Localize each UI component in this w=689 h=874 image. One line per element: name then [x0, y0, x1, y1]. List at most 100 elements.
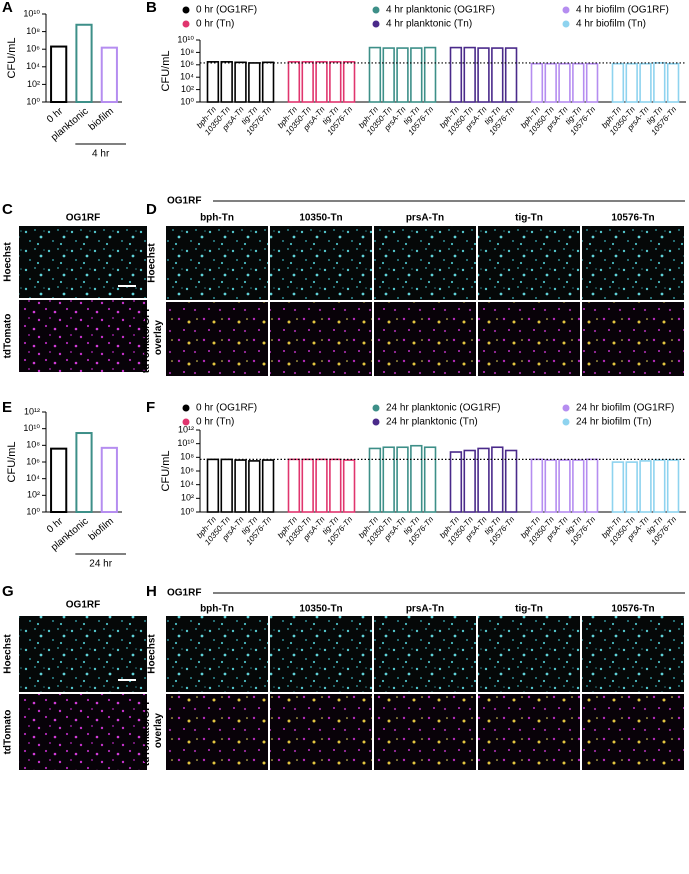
legend-marker	[182, 418, 190, 426]
y-tick-label: 10⁰	[180, 96, 194, 106]
row-label: Hoechst	[3, 242, 14, 282]
bar	[449, 46, 463, 103]
legend-marker	[372, 20, 380, 28]
legend-marker	[562, 418, 570, 426]
y-tick-label: 10²	[27, 79, 40, 89]
column-label: 10350-Tn	[299, 213, 342, 224]
bar	[463, 449, 476, 513]
bar	[329, 61, 342, 103]
y-tick-label: 10²	[181, 84, 194, 94]
legend-marker	[182, 404, 190, 412]
bar	[504, 47, 518, 103]
group-label: 24 hr	[89, 559, 112, 570]
column-label: prsA-Tn	[406, 604, 444, 615]
micrograph	[478, 694, 580, 770]
bar	[625, 461, 638, 513]
bar	[625, 62, 638, 103]
bar	[206, 458, 220, 513]
y-tick-label: 10¹²	[178, 424, 194, 434]
y-tick-label: 10⁸	[180, 47, 194, 57]
row-label: Hoechst	[147, 634, 158, 674]
bar	[382, 47, 395, 103]
bar	[301, 458, 314, 513]
panel-letter: G	[2, 583, 14, 600]
legend-marker	[562, 6, 570, 14]
y-tick-label: 10⁶	[26, 456, 40, 466]
bar	[100, 46, 118, 103]
bar	[287, 61, 301, 103]
y-tick-label: 10⁴	[180, 479, 194, 489]
micrograph	[374, 616, 476, 692]
micrograph	[166, 694, 268, 770]
column-label: 10576-Tn	[611, 213, 654, 224]
micrograph	[374, 694, 476, 770]
y-tick-label: 10⁸	[26, 26, 40, 36]
bar	[50, 45, 68, 103]
bar	[75, 432, 93, 513]
bar	[396, 47, 409, 103]
legend-label: 24 hr planktonic (Tn)	[386, 417, 478, 428]
bar	[382, 446, 395, 513]
bar	[50, 447, 68, 514]
y-tick-label: 10⁴	[26, 473, 40, 483]
row-label: Hoechst	[3, 634, 14, 674]
micrograph	[374, 302, 476, 376]
y-tick-label: 10⁴	[26, 61, 40, 71]
header: OG1RF	[167, 588, 201, 599]
row-label: tdTomato	[3, 314, 14, 359]
micrograph	[166, 226, 268, 300]
micrograph	[19, 300, 147, 372]
bar	[315, 61, 328, 103]
x-tick-label: biofilm	[87, 516, 116, 543]
bar	[530, 62, 544, 103]
legend-label: 0 hr (OG1RF)	[196, 403, 257, 414]
panel-letter: E	[2, 399, 12, 416]
bar	[342, 459, 356, 513]
bar	[611, 62, 625, 103]
bar	[653, 459, 666, 513]
panel-letter: F	[146, 399, 155, 416]
bar	[585, 62, 599, 103]
bar	[544, 459, 557, 513]
micrograph	[478, 616, 580, 692]
column-label: bph-Tn	[200, 604, 234, 615]
legend-label: 4 hr planktonic (OG1RF)	[386, 5, 495, 16]
micrograph	[19, 694, 147, 770]
bar	[287, 458, 301, 513]
y-axis-label: CFU/mL	[6, 38, 18, 79]
micrograph	[582, 226, 684, 300]
micrograph	[582, 302, 684, 376]
bar	[100, 446, 118, 513]
y-tick-label: 10⁶	[180, 59, 194, 69]
panel-letter: A	[2, 0, 13, 16]
y-tick-label: 10²	[27, 490, 40, 500]
bar	[248, 62, 261, 103]
legend-marker	[372, 404, 380, 412]
bar	[423, 46, 437, 103]
legend-marker	[562, 20, 570, 28]
header: OG1RF	[66, 600, 100, 611]
y-axis-label: CFU/mL	[6, 442, 18, 483]
bar	[368, 46, 382, 103]
bar	[301, 61, 314, 103]
bar	[342, 61, 356, 103]
micrograph	[270, 616, 372, 692]
column-label: bph-Tn	[200, 213, 234, 224]
y-tick-label: 10⁶	[26, 44, 40, 54]
bar	[530, 458, 544, 513]
micrograph	[166, 302, 268, 376]
row-label: tdTomato/GFP overlay	[141, 698, 164, 766]
bar	[611, 461, 625, 513]
legend-label: 4 hr biofilm (OG1RF)	[576, 5, 669, 16]
bar	[544, 62, 557, 103]
bar	[410, 444, 423, 513]
row-label: tdTomato	[3, 710, 14, 755]
legend-marker	[562, 404, 570, 412]
legend-label: 24 hr planktonic (OG1RF)	[386, 403, 501, 414]
legend-label: 4 hr planktonic (Tn)	[386, 19, 472, 30]
legend-marker	[372, 6, 380, 14]
bar	[491, 446, 504, 513]
bar	[463, 46, 476, 103]
bar	[410, 47, 423, 103]
